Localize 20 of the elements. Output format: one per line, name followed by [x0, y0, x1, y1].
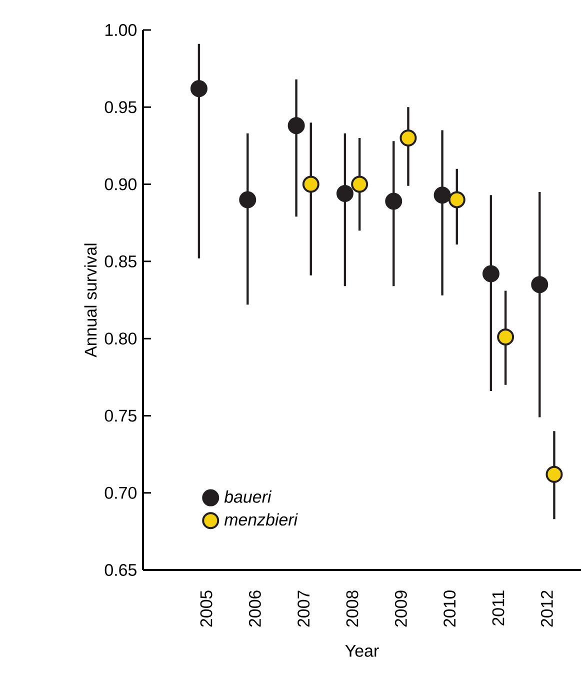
x-tick-label: 2007 [298, 590, 310, 627]
y-tick-label: 0.90 [104, 178, 136, 190]
x-tick-label: 2009 [394, 590, 407, 627]
y-tick-label: 0.70 [104, 486, 136, 499]
y-tick-label: 0.75 [104, 410, 136, 422]
x-tick-label: 2006 [248, 590, 261, 627]
x-tick-label: 2010 [444, 590, 456, 627]
legend-label: menzbieri [224, 513, 298, 526]
y-axis-title: Annual survival [84, 244, 97, 358]
x-tick-label: 2005 [200, 590, 212, 627]
y-tick-label: 1.00 [105, 24, 136, 36]
y-tick-label: 0.80 [104, 332, 136, 345]
y-tick-label: 0.85 [104, 255, 136, 268]
x-tick-label: 2011 [492, 590, 504, 626]
legend-label: baueri [224, 490, 272, 503]
x-tick-label: 2012 [540, 590, 553, 627]
x-axis-title: Year [345, 645, 379, 657]
y-tick-label: 0.65 [104, 564, 136, 576]
x-tick-label: 2008 [346, 590, 358, 627]
y-tick-label: 0.95 [104, 101, 136, 114]
